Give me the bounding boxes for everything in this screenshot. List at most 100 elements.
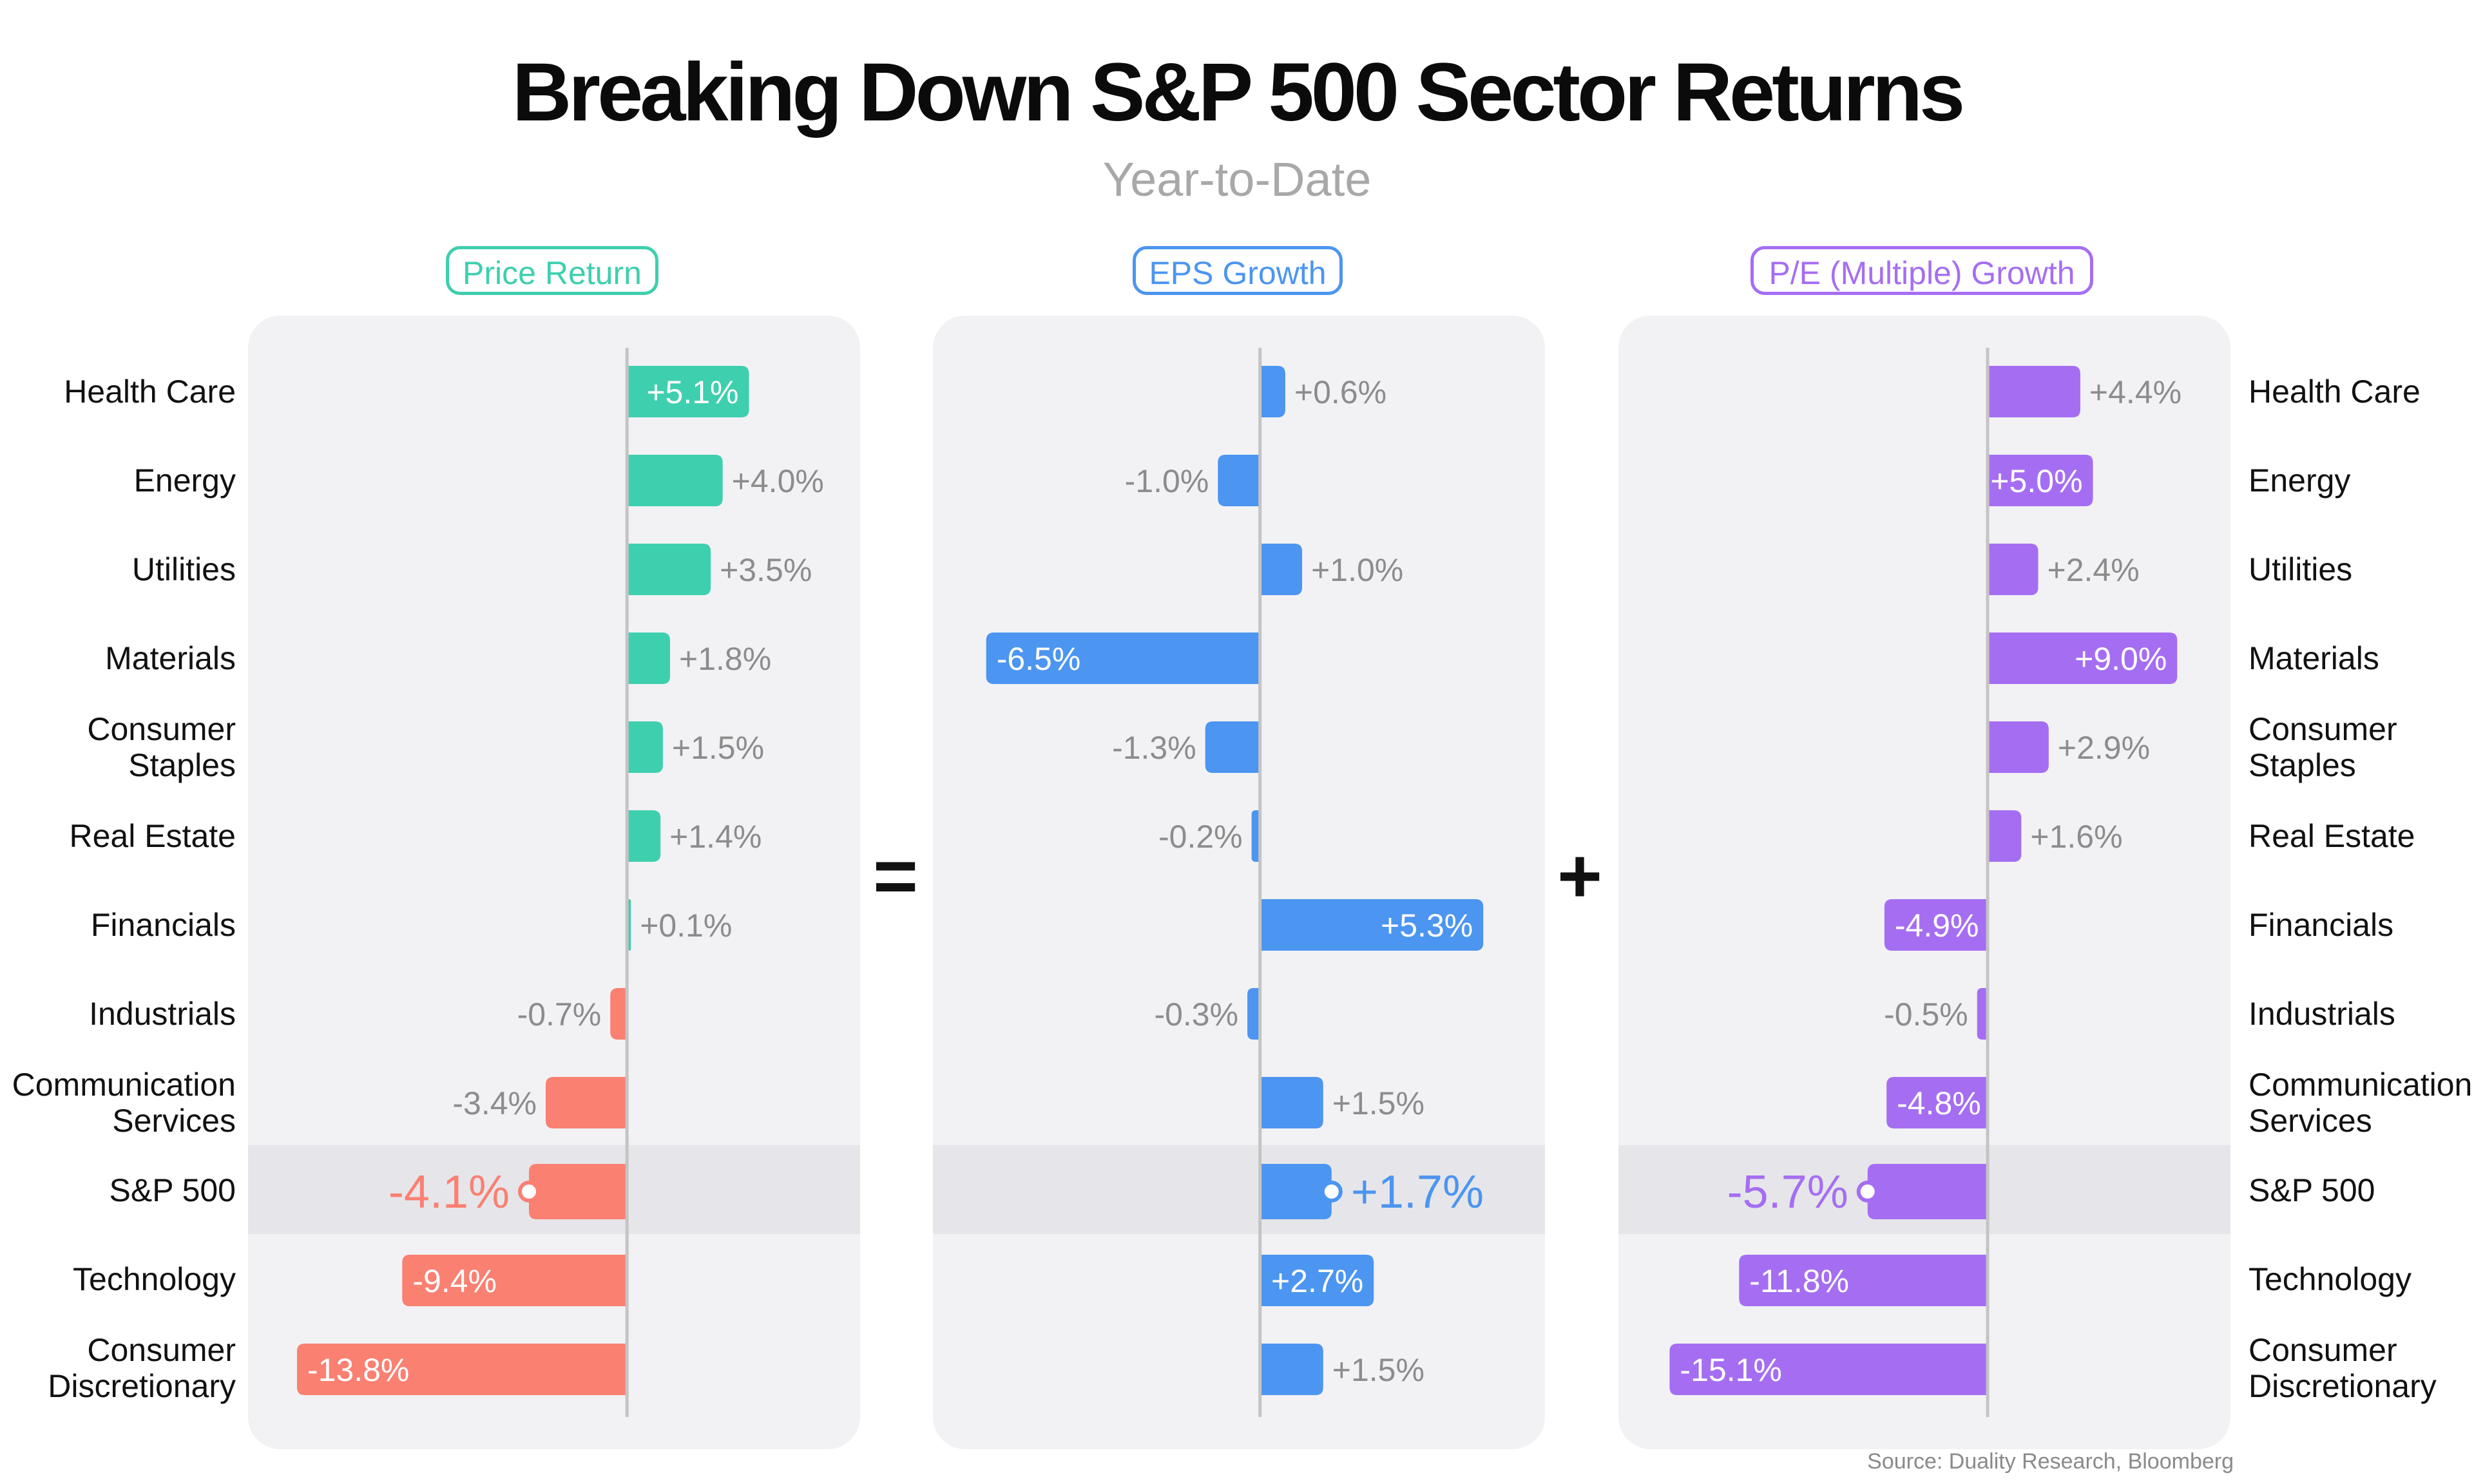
row-label-utilities: Utilities: [131, 551, 236, 587]
price-return-bar-consumer-staples: [627, 721, 663, 773]
eps-growth-bar-technology: [1260, 1255, 1374, 1306]
eps-growth-value-communication-services: +1.5%: [1332, 1085, 1424, 1121]
source-note: Source: Duality Research, Bloomberg: [1867, 1449, 2234, 1474]
eps-growth-value-utilities: +1.0%: [1311, 552, 1403, 588]
pe-growth-value-sp-500: -5.7%: [1727, 1166, 1848, 1218]
row-label-text: Consumer Staples: [87, 711, 236, 783]
eps-growth-bar-communication-services: [1260, 1077, 1323, 1128]
eps-growth-bar-real-estate: [1251, 810, 1260, 862]
eps-growth-value-energy: -1.0%: [1125, 463, 1209, 499]
price-return-bar-energy: [627, 455, 723, 506]
price-return-bar-consumer-discretionary: [296, 1344, 628, 1395]
price-return-title: Price Return: [446, 246, 658, 295]
price-return-value-industrials: -0.7%: [517, 996, 602, 1032]
row-label-real-estate-right: Real Estate: [2249, 818, 2415, 854]
row-label-financials: Financials: [90, 907, 236, 943]
eps-growth-bar-materials: [986, 633, 1260, 684]
pe-growth-value-communication-services: -4.8%: [1897, 1085, 1981, 1121]
row-label-materials: Materials: [105, 640, 236, 676]
pe-growth-value-energy: +5.0%: [1990, 463, 2082, 499]
eps-growth-bars: +0.6% -1.0% +1.0% -6.5% -1.3% -0.2% +5.3% -0.3%…: [986, 348, 1484, 1417]
chart-title: Breaking Down S&P 500 Sector Returns: [512, 46, 1965, 138]
price-return-value-communication-services: -3.4%: [452, 1085, 537, 1121]
row-label-health-care: Health Care: [64, 374, 236, 410]
pe-growth-bar-real-estate: [1988, 810, 2022, 862]
row-label-text: Communication Services: [12, 1067, 236, 1139]
pe-growth-title: P/E (Multiple) Growth: [1750, 246, 2093, 295]
price-return-sp500-marker: [518, 1181, 541, 1203]
eps-growth-value-materials: -6.5%: [997, 641, 1081, 677]
eps-growth-value-consumer-discretionary: +1.5%: [1332, 1352, 1424, 1388]
sp500-highlight-band-eps: [933, 1145, 1545, 1234]
row-label-real-estate: Real Estate: [69, 818, 236, 854]
eps-growth-value-health-care: +0.6%: [1294, 374, 1386, 410]
row-label-text: Consumer Discretionary: [2249, 1332, 2437, 1404]
row-label-utilities-right: Utilities: [2249, 551, 2353, 587]
row-label-text: Communication Services: [2249, 1067, 2473, 1139]
price-return-bar-communication-services: [546, 1077, 628, 1128]
pe-growth-value-industrials: -0.5%: [1884, 996, 1968, 1032]
price-return-bar-real-estate: [627, 810, 661, 862]
row-label-health-care-right: Health Care: [2249, 374, 2421, 410]
price-return-bar-sp-500: [529, 1164, 628, 1219]
row-label-text: Consumer Discretionary: [48, 1332, 236, 1404]
eps-growth-title: EPS Growth: [1133, 246, 1343, 295]
price-return-value-consumer-discretionary: -13.8%: [307, 1352, 409, 1388]
pe-growth-bar-sp-500: [1867, 1164, 1988, 1219]
pe-growth-value-consumer-discretionary: -15.1%: [1680, 1352, 1781, 1388]
price-return-bar-materials: [627, 633, 671, 684]
eps-growth-sp500-marker: [1320, 1181, 1343, 1203]
eps-growth-bar-sp-500: [1260, 1164, 1332, 1219]
chart-subtitle: Year-to-Date: [1102, 153, 1372, 206]
row-label-materials-right: Materials: [2249, 640, 2379, 676]
pe-growth-value-technology: -11.8%: [1749, 1263, 1849, 1299]
pe-growth-bar-utilities: [1988, 544, 2038, 595]
price-return-value-sp-500: -4.1%: [388, 1166, 510, 1218]
price-return-value-materials: +1.8%: [679, 641, 771, 677]
pe-growth-bar-materials: [1988, 633, 2178, 684]
eps-growth-value-technology: +2.7%: [1271, 1263, 1363, 1299]
eps-growth-bar-consumer-discretionary: [1260, 1344, 1323, 1395]
eps-growth-bar-consumer-staples: [1205, 721, 1260, 773]
price-return-bars: +5.1% +4.0% +3.5% +1.8% +1.5% +1.4% +0.1% -0.7%…: [296, 348, 824, 1417]
pe-growth-value-financials: -4.9%: [1895, 908, 1979, 944]
price-return-bar-utilities: [627, 544, 711, 595]
price-return-value-utilities: +3.5%: [720, 552, 812, 588]
eps-growth-bar-energy: [1218, 455, 1260, 506]
pe-growth-sp500-marker: [1856, 1181, 1879, 1203]
row-label-consumer-discretionary: Consumer Discretionary: [39, 1331, 236, 1405]
price-return-bar-technology: [402, 1255, 628, 1306]
row-label-communication-services: Communication Services: [0, 1065, 236, 1140]
pe-growth-value-health-care: +4.4%: [2089, 374, 2182, 410]
pe-growth-bar-financials: [1884, 899, 1988, 951]
row-label-sp500-right: S&P 500: [2249, 1172, 2375, 1208]
price-return-bar-health-care: [627, 366, 749, 417]
pe-growth-value-materials: +9.0%: [2075, 641, 2167, 677]
eps-growth-value-consumer-staples: -1.3%: [1112, 730, 1196, 766]
row-label-consumer-staples-right: Consumer Staples: [2249, 710, 2416, 785]
eps-growth-value-industrials: -0.3%: [1154, 996, 1238, 1032]
price-return-value-real-estate: +1.4%: [669, 819, 762, 855]
pe-growth-bar-communication-services: [1886, 1077, 1988, 1128]
eps-growth-value-real-estate: -0.2%: [1158, 819, 1243, 855]
pe-growth-value-utilities: +2.4%: [2047, 552, 2140, 588]
pe-growth-bar-energy: [1988, 455, 2093, 506]
pe-growth-value-consumer-staples: +2.9%: [2058, 730, 2150, 766]
equals-operator: =: [872, 833, 919, 919]
price-return-value-financials: +0.1%: [640, 908, 732, 944]
pe-growth-bar-industrials: [1977, 988, 1988, 1040]
eps-growth-value-financials: +5.3%: [1381, 908, 1473, 944]
eps-growth-bar-industrials: [1247, 988, 1260, 1040]
eps-growth-bar-financials: [1260, 899, 1484, 951]
price-return-value-technology: -9.4%: [412, 1263, 497, 1299]
eps-growth-bar-utilities: [1260, 544, 1303, 595]
price-return-value-health-care: +5.1%: [646, 374, 738, 410]
row-label-sp500: S&P 500: [109, 1172, 236, 1208]
price-return-value-consumer-staples: +1.5%: [672, 730, 764, 766]
plus-operator: +: [1557, 833, 1603, 919]
row-label-industrials-right: Industrials: [2249, 996, 2395, 1032]
row-label-text: Consumer Staples: [2249, 711, 2397, 783]
eps-growth-bar-health-care: [1260, 366, 1285, 417]
pe-growth-value-real-estate: +1.6%: [2030, 819, 2122, 855]
row-label-consumer-discretionary-right: Consumer Discretionary: [2249, 1331, 2448, 1405]
